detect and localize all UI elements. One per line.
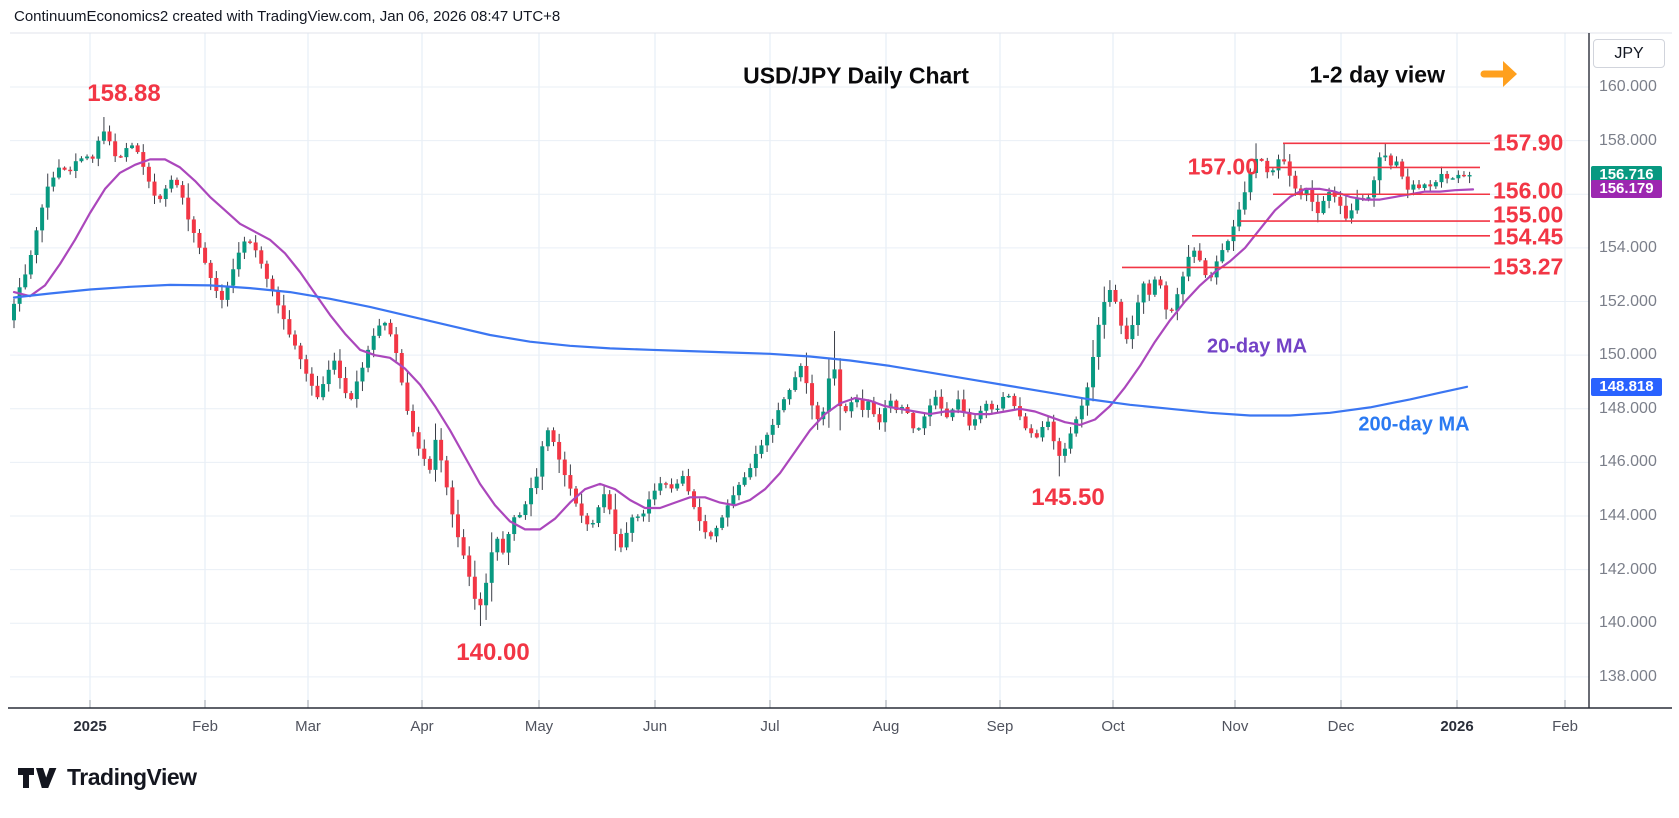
time-axis-label: Oct — [1101, 718, 1125, 735]
level-label: 153.27 — [1493, 253, 1564, 280]
right-arrow-icon — [1480, 61, 1517, 87]
view-horizon-note: 1-2 day view — [1309, 61, 1445, 88]
ma-label: 200-day MA — [1358, 413, 1470, 436]
time-axis-label: 2026 — [1440, 718, 1474, 735]
time-axis-label: Jul — [760, 718, 780, 735]
time-axis-label: May — [524, 718, 554, 735]
price-axis-label: 140.000 — [1599, 614, 1657, 632]
price-axis-label: 142.000 — [1599, 560, 1657, 578]
time-axis-label: Apr — [410, 718, 434, 735]
tradingview-logo-icon — [18, 767, 57, 788]
time-axis-label: Mar — [295, 718, 321, 735]
level-label: 155.00 — [1493, 201, 1564, 228]
price-annotation: 158.88 — [87, 80, 161, 107]
price-axis-label: 158.000 — [1599, 131, 1657, 149]
price-axis-label: 160.000 — [1599, 78, 1657, 95]
time-axis-label: Jun — [642, 718, 668, 735]
tradingview-logo[interactable]: TradingView — [16, 764, 197, 791]
price-badge: 148.818 — [1591, 377, 1662, 396]
level-label: 157.00 — [1187, 153, 1258, 180]
currency-badge: JPY — [1593, 39, 1665, 68]
level-label: 157.90 — [1493, 129, 1564, 156]
time-axis-label: 2025 — [73, 718, 107, 735]
time-axis-label: Aug — [872, 718, 900, 735]
time-axis-label: Dec — [1327, 718, 1355, 735]
price-badge: 156.179 — [1591, 180, 1662, 199]
time-axis-label: Feb — [1552, 718, 1578, 735]
price-axis-label: 146.000 — [1599, 453, 1657, 471]
time-axis-label: Nov — [1221, 718, 1249, 735]
price-axis-label: 138.000 — [1599, 667, 1657, 685]
axis-borders — [8, 32, 1672, 709]
price-axis-label: 154.000 — [1599, 238, 1657, 256]
ma-label: 20-day MA — [1206, 335, 1308, 358]
price-axis-label: 144.000 — [1599, 507, 1657, 525]
candles — [12, 117, 1472, 626]
credit-line: ContinuumEconomics2 created with Trading… — [14, 8, 561, 25]
price-axis-label: 148.000 — [1599, 399, 1657, 417]
level-label: 156.00 — [1493, 177, 1564, 204]
moving-averages — [12, 158, 1475, 531]
price-annotation: 145.50 — [1031, 484, 1105, 511]
price-annotation: 140.00 — [456, 639, 530, 666]
gridlines — [10, 33, 1589, 708]
price-badge: 156.716 — [1591, 166, 1662, 185]
tradingview-logo-text: TradingView — [67, 764, 197, 790]
price-axis-label: 152.000 — [1599, 292, 1657, 310]
price-axis-label: 150.000 — [1599, 346, 1657, 364]
time-axis-label: Sep — [986, 718, 1014, 735]
time-axis-label: Feb — [192, 718, 218, 735]
chart-title: USD/JPY Daily Chart — [743, 62, 969, 89]
level-label: 154.45 — [1493, 223, 1564, 250]
support-resistance-lines — [1122, 142, 1490, 269]
